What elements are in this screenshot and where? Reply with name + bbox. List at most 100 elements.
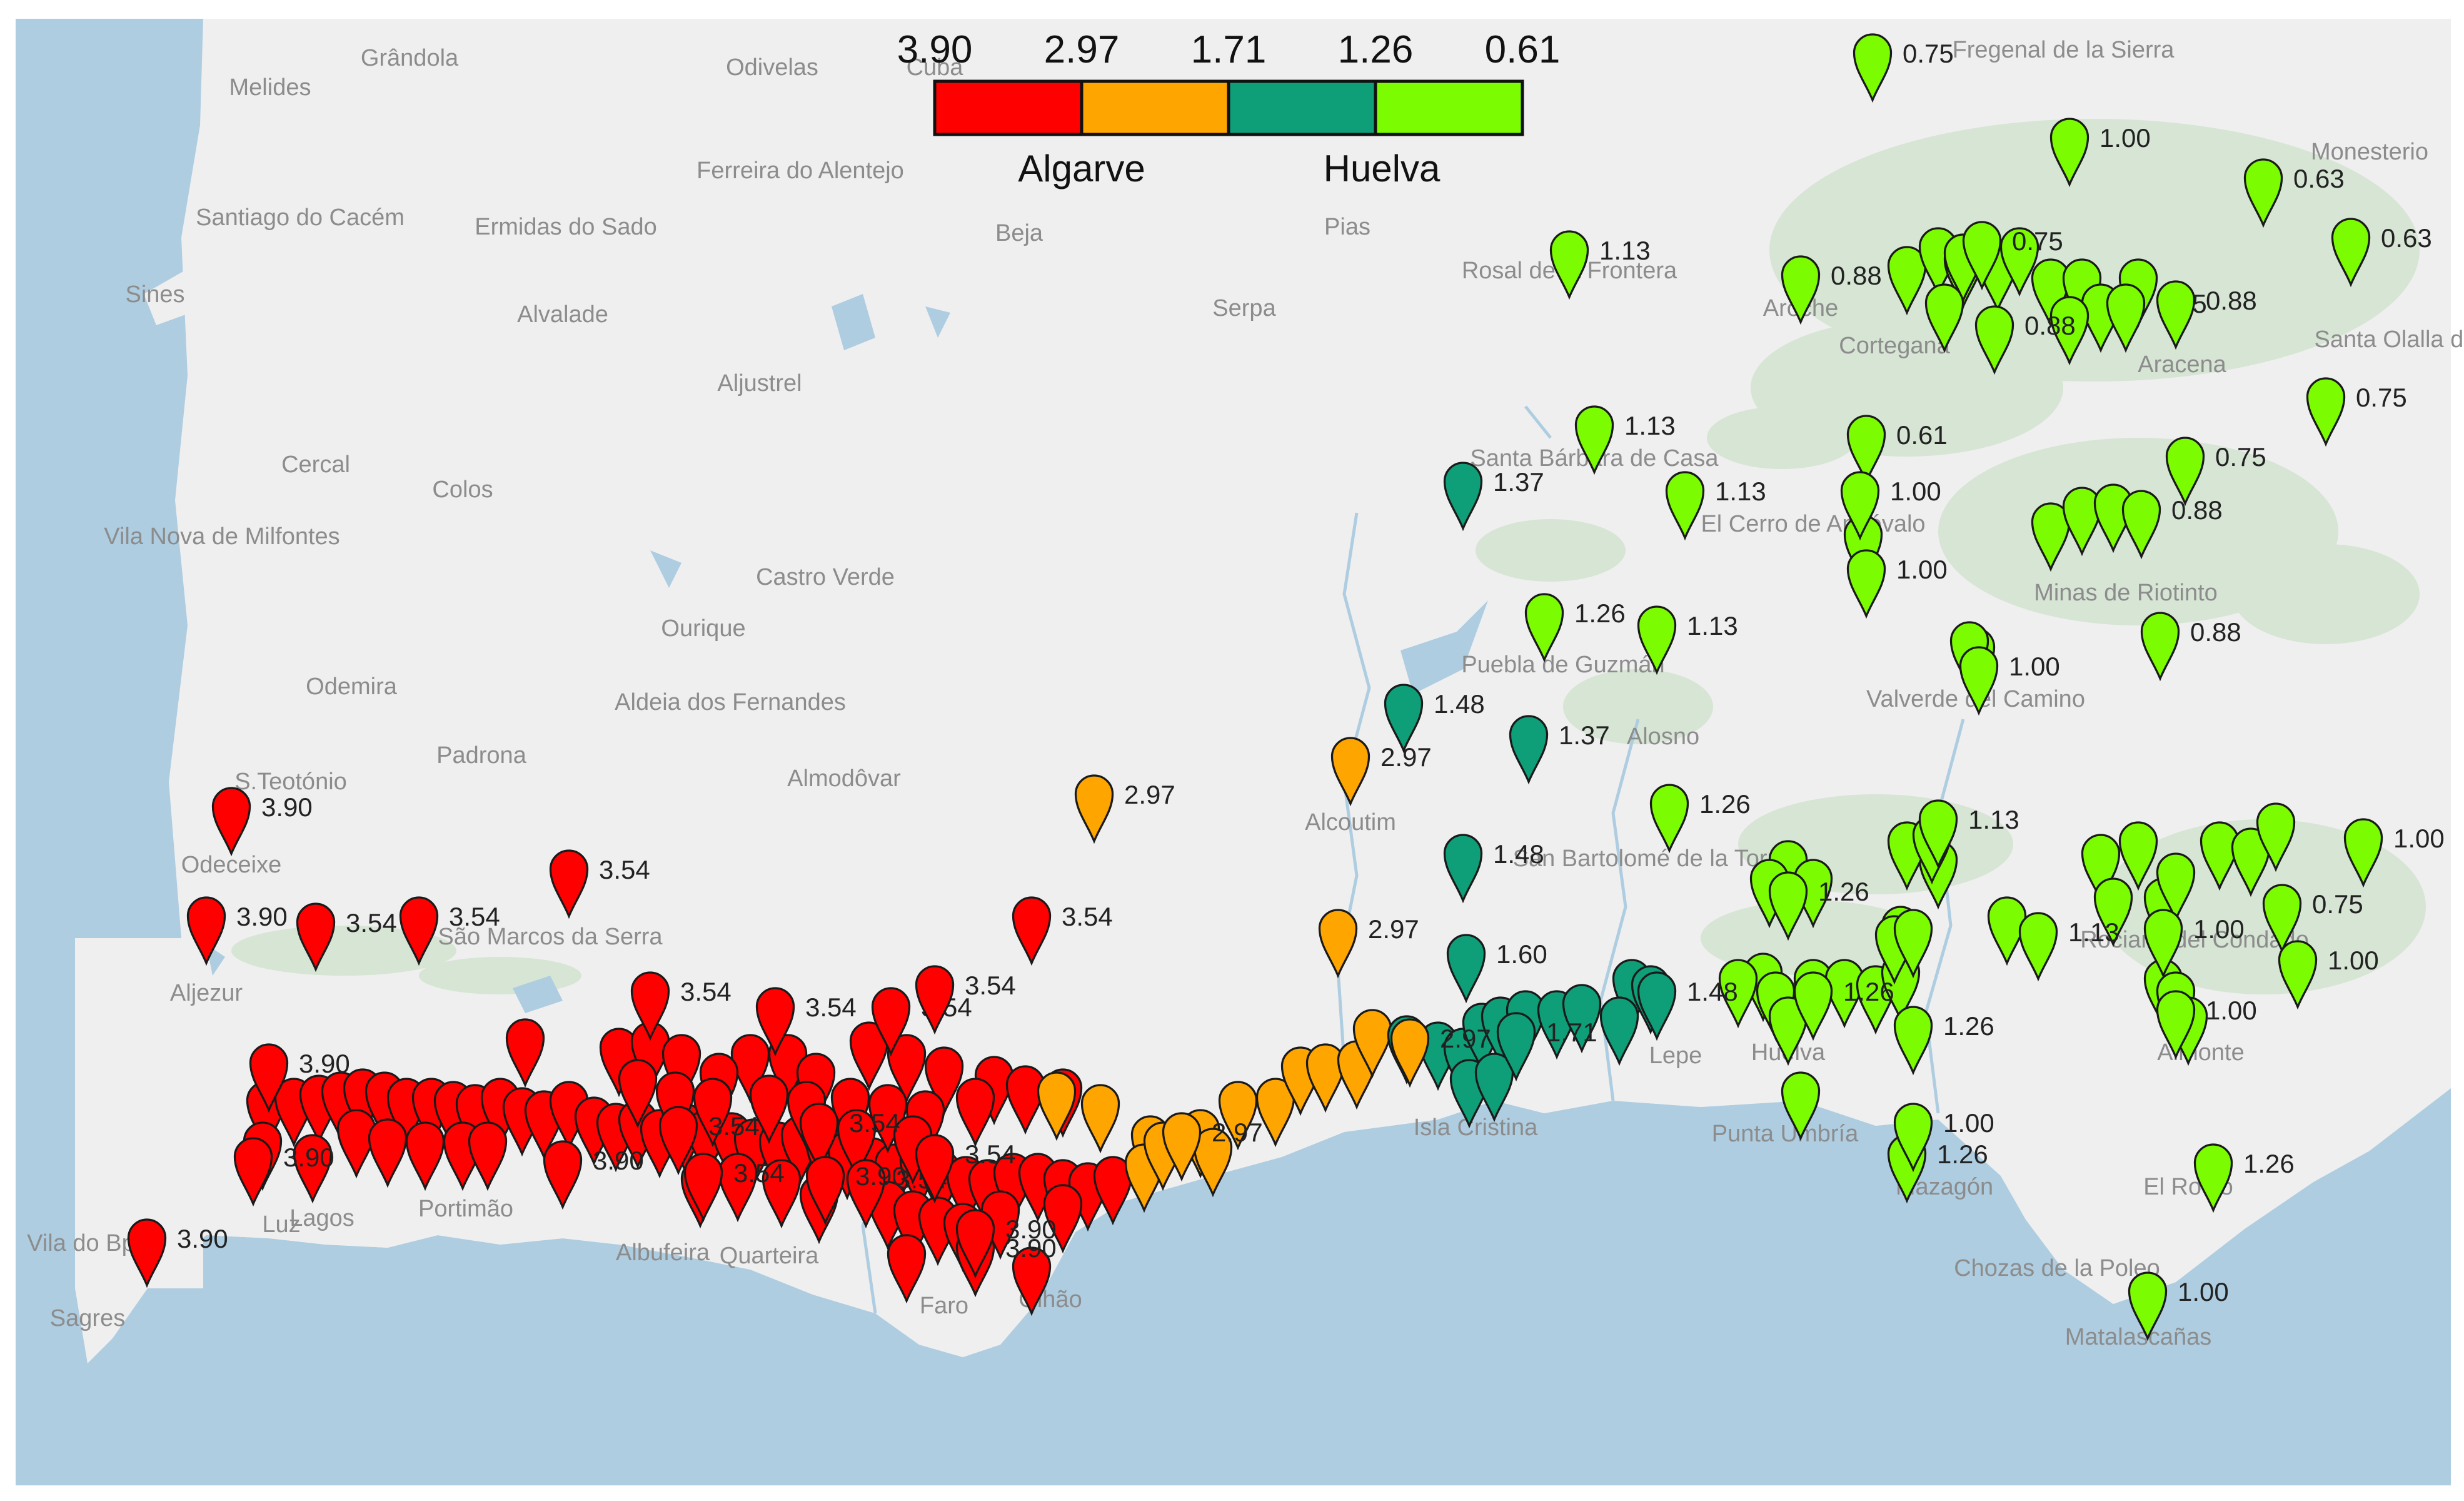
place-label: Lagos: [289, 1205, 355, 1231]
marker-value-label: 1.00: [1943, 1108, 1994, 1138]
marker-value-label: 1.00: [2328, 946, 2379, 975]
marker-value-label: 1.00: [2393, 824, 2445, 853]
marker-value-label: 1.37: [1559, 720, 1610, 750]
place-label: Sagres: [50, 1305, 125, 1332]
marker-value-label: 3.90: [855, 1161, 907, 1191]
marker-value-label: 0.88: [2206, 286, 2257, 315]
place-label: Luz: [262, 1211, 300, 1238]
place-label: Faro: [920, 1293, 968, 1319]
marker-value-label: 1.26: [1937, 1140, 1988, 1169]
legend-region-huelva: Huelva: [1324, 148, 1441, 190]
legend: 3.90 2.97 1.71 1.26 0.61 Algarve Huelva: [897, 28, 1561, 190]
place-labels: Grândola Odivelas Cuba Fregenal de la Sierr…: [27, 37, 2464, 1350]
marker-value-label: 1.13: [1687, 611, 1738, 640]
marker-value-label: 3.90: [299, 1049, 350, 1078]
place-label: Castro Verde: [756, 564, 895, 590]
markers: 3.903.903.903.90 3.903.543.54 3.543.543.54…: [127, 33, 2445, 1340]
marker-value-label: 1.00: [2009, 652, 2060, 681]
legend-swatch: [933, 79, 1084, 136]
legend-swatch: [1227, 79, 1377, 136]
marker-value-label: 1.00: [2099, 123, 2151, 153]
marker-value-label: 1.26: [1574, 599, 1626, 628]
legend-color-bar: [933, 79, 1524, 136]
marker-value-label: 1.48: [1493, 839, 1544, 869]
place-label: Punta Umbría: [1712, 1121, 1859, 1147]
marker-value-label: 1.00: [1896, 555, 1948, 584]
legend-ticks: 3.90 2.97 1.71 1.26 0.61: [897, 28, 1561, 71]
marker-value-label: 3.54: [1062, 902, 1113, 931]
place-label: Quarteira: [720, 1243, 819, 1269]
marker-value-label: 1.26: [1843, 977, 1894, 1006]
marker-value-label: 3.90: [283, 1143, 334, 1172]
legend-tick-label: 2.97: [1044, 28, 1120, 71]
reservoirs: [206, 294, 1488, 1013]
place-label: El Cerro de Andévalo: [1701, 511, 1925, 537]
place-label: Cercal: [281, 452, 350, 478]
place-label: Cortegana: [1839, 333, 1950, 359]
place-label: Puebla de Guzmán: [1461, 652, 1664, 678]
place-label: Beja: [995, 220, 1043, 246]
marker-value-label: 1.71: [1546, 1018, 1597, 1047]
marker-value-label: 2.97: [1212, 1118, 1263, 1147]
marker-value-label: 1.26: [1699, 789, 1751, 819]
marker-value-label: 2.97: [1440, 1024, 1491, 1053]
place-label: Aracena: [2138, 351, 2226, 378]
place-label: Melides: [229, 74, 311, 101]
place-label: Colos: [432, 477, 493, 503]
marker-value-label: 1.13: [1715, 477, 1766, 506]
marker-value-label: 3.90: [593, 1146, 644, 1175]
place-label: Almodôvar: [787, 766, 901, 792]
marker-value-label: 1.13: [2068, 917, 2120, 947]
place-label: Vila Nova de Milfontes: [104, 523, 339, 550]
place-label: Cuba: [907, 54, 964, 81]
place-label: Isla Cristina: [1414, 1114, 1538, 1141]
marker-value-label: 0.88: [2171, 495, 2223, 525]
marker-value-label: 1.00: [2193, 914, 2245, 944]
sea-area: [16, 1088, 2451, 1485]
marker-value-label: 0.61: [1896, 420, 1948, 450]
marker-value-label: 0.88: [2024, 311, 2076, 340]
place-label: Aljezur: [170, 980, 243, 1006]
marker-value-label: 3.54: [849, 1108, 900, 1138]
marker-value-label: 3.54: [449, 902, 500, 931]
place-label: Chozas de la Poleo: [1954, 1255, 2160, 1281]
place-label: São Marcos da Serra: [438, 924, 663, 950]
marker-value-label: 1.48: [1434, 689, 1485, 719]
marker-value-label: 1.13: [1599, 236, 1651, 265]
legend-region-algarve: Algarve: [1018, 148, 1145, 190]
place-label: Sines: [125, 281, 184, 308]
marker-value-label: 3.54: [805, 993, 857, 1022]
legend-tick-label: 1.26: [1338, 28, 1414, 71]
marker-value-label: 3.90: [177, 1224, 228, 1253]
place-label: Alcoutim: [1305, 809, 1396, 836]
marker-value-label: 2.97: [1368, 914, 1419, 944]
marker-value-label: 2.97: [1124, 780, 1175, 809]
marker-value-label: 0.75: [1903, 39, 1954, 68]
marker-value-label: 1.60: [1496, 939, 1547, 969]
place-label: Ourique: [661, 615, 745, 642]
place-label: Alvalade: [517, 301, 608, 328]
marker-value-label: 0.63: [2293, 164, 2345, 193]
place-label: Pias: [1324, 214, 1370, 240]
marker-value-label: 1.13: [1968, 805, 2019, 834]
marker-value-label: 3.90: [1005, 1233, 1057, 1263]
place-label: Odivelas: [726, 54, 818, 81]
marker-value-label: 3.90: [236, 902, 288, 931]
marker-value-label: 0.75: [2012, 226, 2063, 256]
place-label: Lepe: [1649, 1043, 1702, 1069]
marker-value-label: 1.26: [1818, 877, 1869, 906]
place-label: Albufeira: [616, 1240, 710, 1266]
marker-value-label: 1.00: [2178, 1277, 2229, 1306]
marker-value-label: 1.26: [1943, 1011, 1994, 1041]
marker-value-label: 1.13: [1624, 411, 1676, 440]
place-label: Odemira: [306, 674, 398, 700]
marker-value-label: 3.90: [261, 792, 313, 822]
marker-value-label: 1.26: [2243, 1149, 2295, 1178]
marker-value-label: 0.88: [2190, 617, 2241, 647]
place-label: Padrona: [436, 742, 527, 769]
legend-swatch: [1374, 79, 1524, 136]
marker-value-label: 3.90: [1005, 1215, 1057, 1244]
marker-value-label: 1.00: [1890, 477, 1941, 506]
place-label: Santa Olalla del Cala: [2315, 326, 2464, 353]
